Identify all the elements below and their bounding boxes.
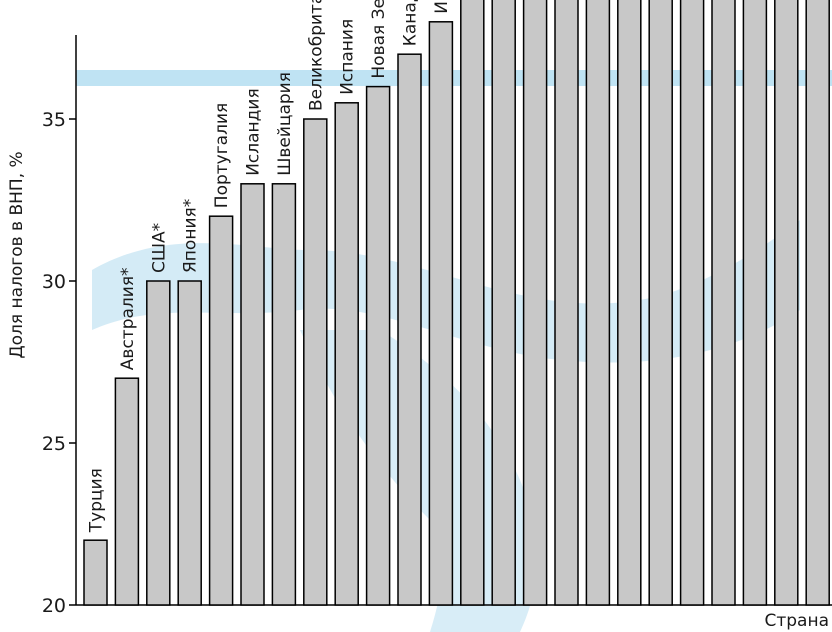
y-tick-label: 30 — [42, 271, 66, 293]
bar — [428, 21, 454, 606]
bar — [397, 53, 422, 606]
y-tick-label: 35 — [42, 109, 66, 131]
bar-category-label: Португалия — [212, 103, 232, 208]
bar — [177, 280, 202, 606]
bar — [774, 0, 799, 606]
bar — [522, 0, 548, 606]
bar — [146, 280, 171, 606]
bar — [114, 377, 140, 606]
x-axis-title: Страна — [764, 611, 829, 631]
bar — [554, 0, 579, 606]
y-axis-ticks: 2025303540455055 — [42, 109, 76, 617]
bar — [648, 0, 673, 606]
bar-category-label: Ирландия — [432, 0, 452, 14]
y-tick-label: 25 — [42, 433, 66, 455]
bar-category-label: Турция — [87, 468, 107, 533]
bar-labels: Турция Австралия* США* Япония* Португалия Исл… — [87, 0, 452, 533]
y-axis-title: Доля налогов в ВНП, % — [7, 151, 27, 358]
bar-category-label: Канада — [401, 0, 421, 46]
bar — [679, 0, 705, 606]
bar-category-label: Япония* — [181, 199, 201, 273]
bar — [585, 0, 611, 606]
bar — [208, 215, 234, 606]
bar — [365, 85, 391, 606]
bar — [240, 183, 265, 606]
bar — [303, 118, 328, 606]
bar — [491, 0, 516, 606]
bar — [742, 0, 768, 606]
bar — [334, 102, 359, 606]
bar — [805, 0, 830, 606]
axes — [75, 35, 832, 606]
bars — [83, 0, 830, 606]
bar-category-label: Исландия — [244, 88, 264, 176]
bar — [711, 0, 736, 606]
y-tick-label: 20 — [42, 595, 66, 617]
bar-category-label: Австралия* — [118, 267, 138, 370]
bar — [617, 0, 642, 606]
bar-category-label: Новая Зеландия — [369, 0, 389, 79]
bar-category-label: США* — [149, 223, 169, 273]
bar-category-label: Швейцария — [275, 72, 295, 176]
bar-category-label: Испания — [338, 19, 358, 95]
bar — [83, 539, 108, 606]
bar-category-label: Великобритания — [306, 0, 326, 111]
bar — [460, 0, 485, 606]
bar — [271, 183, 297, 606]
